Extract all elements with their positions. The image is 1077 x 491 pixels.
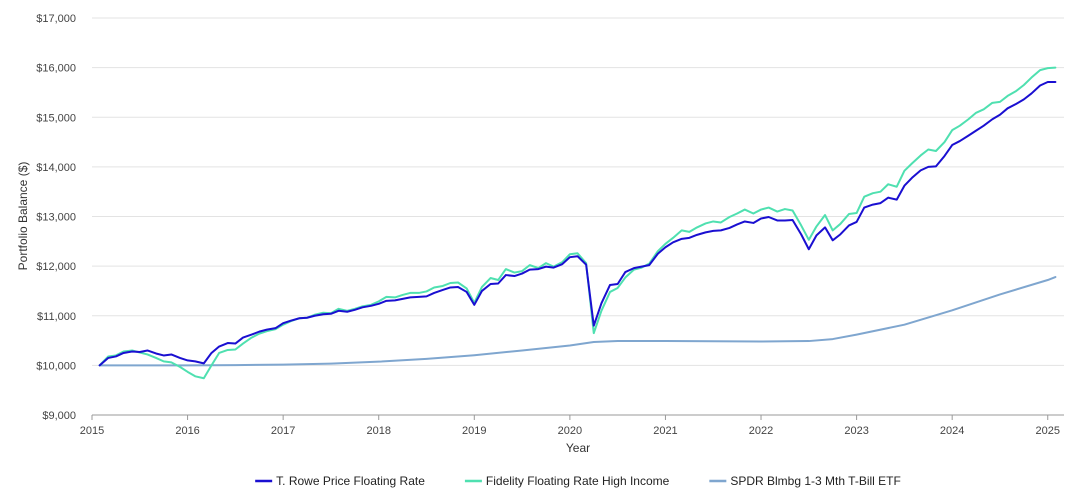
legend-label: T. Rowe Price Floating Rate xyxy=(276,474,425,488)
y-tick-label: $14,000 xyxy=(36,162,76,174)
x-tick-label: 2024 xyxy=(940,425,964,437)
y-tick-label: $11,000 xyxy=(37,311,76,323)
gridlines xyxy=(92,17,1064,416)
legend-label: Fidelity Floating Rate High Income xyxy=(486,474,670,488)
y-tick-label: $16,000 xyxy=(36,63,76,75)
x-tick-label: 2020 xyxy=(558,425,582,437)
x-axis-title: Year xyxy=(566,441,590,455)
series-line-1 xyxy=(98,81,1057,367)
x-tick-label: 2022 xyxy=(749,425,773,437)
y-tick-label: $15,000 xyxy=(36,112,76,124)
x-tick-label: 2016 xyxy=(175,425,199,437)
x-axis: 2015 2016 2017 2018 2019 2020 2021 2022 2023 2024… xyxy=(80,415,1060,437)
y-tick-label: $17,000 xyxy=(36,13,76,25)
legend: T. Rowe Price Floating Rate Fidelity Floa… xyxy=(255,474,901,488)
x-tick-label: 2018 xyxy=(366,425,390,437)
y-tick-label: $12,000 xyxy=(36,261,76,273)
series-line-3 xyxy=(98,276,1057,367)
x-tick-label: 2015 xyxy=(80,425,104,437)
x-tick-label: 2025 xyxy=(1036,425,1060,437)
series-lines xyxy=(98,66,1057,380)
y-axis-title: Portfolio Balance ($) xyxy=(16,162,30,271)
y-tick-label: $10,000 xyxy=(36,360,76,372)
x-tick-label: 2019 xyxy=(462,425,486,437)
y-tick-label: $9,000 xyxy=(42,410,76,422)
y-tick-label: $13,000 xyxy=(36,212,76,224)
series-line-2 xyxy=(98,66,1057,380)
legend-label: SPDR Blmbg 1-3 Mth T-Bill ETF xyxy=(730,474,900,488)
x-tick-label: 2023 xyxy=(844,425,868,437)
x-tick-label: 2017 xyxy=(271,425,295,437)
x-tick-label: 2021 xyxy=(653,425,677,437)
y-axis: $9,000 $10,000 $11,000 $12,000 $13,000 $14,00… xyxy=(36,13,76,422)
